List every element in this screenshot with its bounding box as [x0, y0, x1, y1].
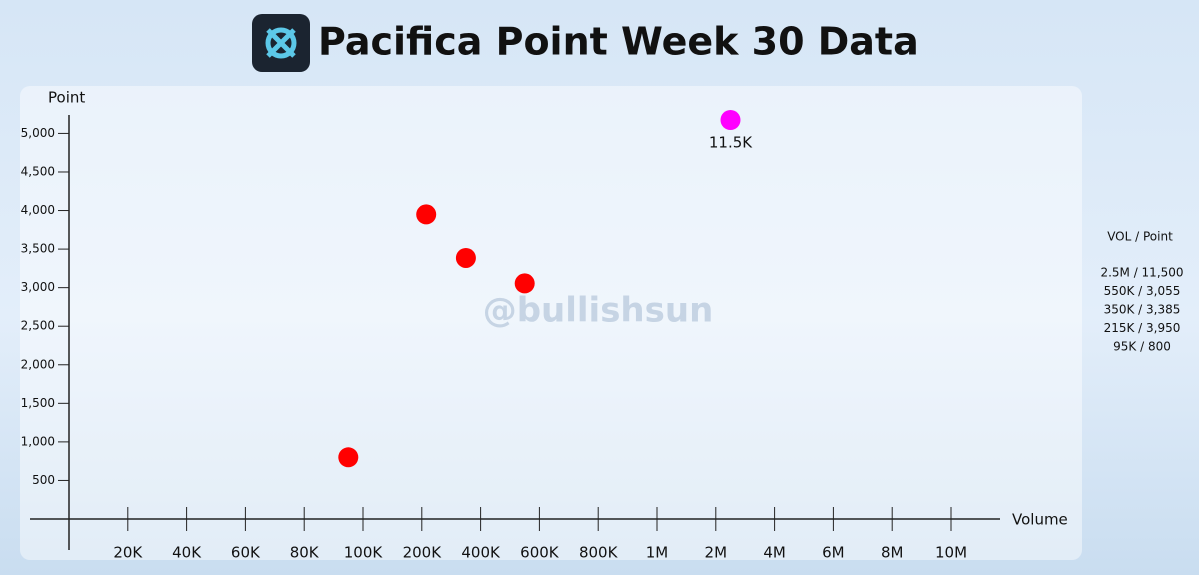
x-axis-label: Volume [1012, 511, 1068, 529]
y-tick-label: 2,500 [21, 319, 55, 333]
y-tick-label: 4,500 [21, 164, 55, 178]
chart-title: Pacifica Point Week 30 Data [318, 20, 919, 64]
x-tick-label: 60K [231, 544, 261, 562]
y-tick-label: 5,000 [21, 126, 55, 140]
x-tick-label: 80K [290, 544, 320, 562]
side-note-line: 2.5M / 11,500 [1100, 266, 1183, 280]
side-note-line: 215K / 3,950 [1104, 321, 1181, 335]
x-tick-label: 600K [520, 544, 560, 562]
y-tick-label: 1,500 [21, 396, 55, 410]
side-note-line: 350K / 3,385 [1104, 303, 1181, 317]
x-tick-label: 10M [935, 544, 967, 562]
x-tick-label: 40K [172, 544, 202, 562]
value-label: 11.5K [709, 134, 753, 152]
y-tick-label: 500 [32, 473, 55, 487]
x-tick-label: 20K [113, 544, 143, 562]
point [514, 273, 535, 294]
x-tick-label: 6M [822, 544, 845, 562]
point [338, 447, 359, 468]
x-tick-label: 100K [344, 544, 384, 562]
point [455, 247, 476, 268]
side-note-title: VOL / Point [1107, 230, 1173, 244]
y-axis-label: Point [48, 89, 85, 107]
side-note-line: 550K / 3,055 [1104, 284, 1181, 298]
x-tick-label: 8M [881, 544, 904, 562]
logo-mark [265, 27, 297, 59]
side-note-line: 95K / 800 [1113, 340, 1171, 354]
x-tick-label: 200K [403, 544, 443, 562]
y-tick-label: 1,000 [21, 434, 55, 448]
x-tick-label: 400K [461, 544, 501, 562]
watermark: @bullishsun [483, 291, 714, 331]
point [720, 110, 741, 130]
x-tick-label: 800K [579, 544, 619, 562]
point [416, 204, 437, 225]
plot-panel [20, 86, 1082, 560]
y-tick-label: 3,500 [21, 242, 55, 256]
y-tick-label: 3,000 [21, 280, 55, 294]
y-tick-label: 2,000 [21, 357, 55, 371]
y-tick-label: 4,000 [21, 203, 55, 217]
x-tick-label: 1M [646, 544, 669, 562]
x-tick-label: 4M [763, 544, 786, 562]
x-tick-label: 2M [705, 544, 728, 562]
